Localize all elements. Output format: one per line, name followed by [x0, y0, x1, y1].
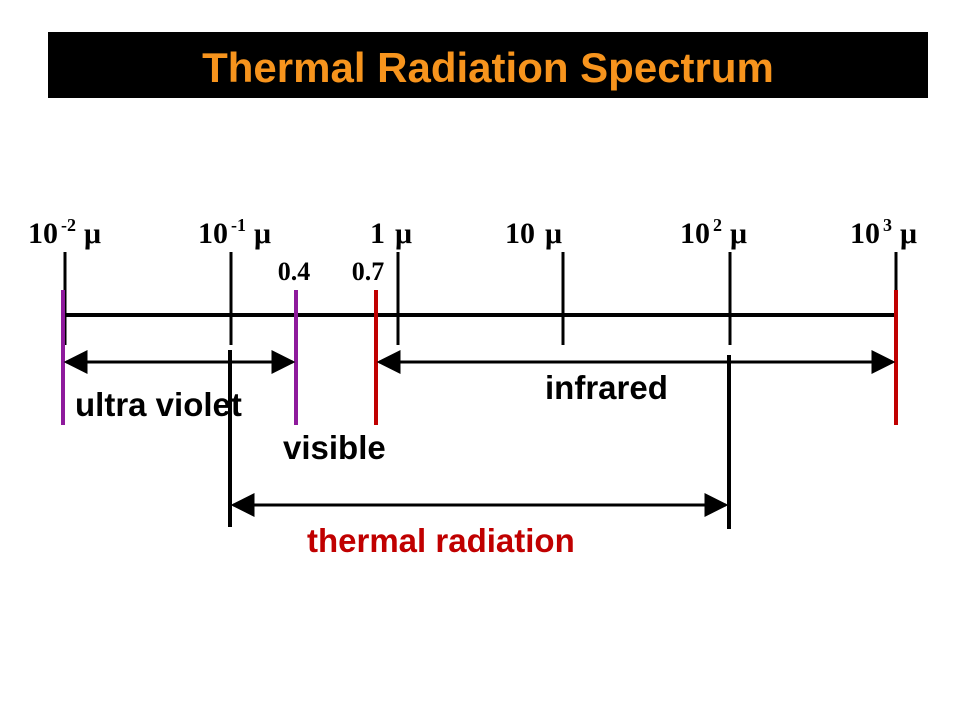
- tick-base: 10: [505, 217, 535, 250]
- tick-label: 10 -1 μ: [198, 215, 271, 250]
- tick-label: 10 -2 μ: [28, 215, 101, 250]
- tick-exponent: -1: [231, 215, 246, 235]
- tick-unit: μ: [730, 217, 747, 250]
- region-label: visible: [283, 429, 386, 466]
- tick-base: 1: [370, 217, 385, 250]
- tick-unit: μ: [84, 217, 101, 250]
- tick-base: 10: [850, 217, 880, 250]
- tick-base: 10: [198, 217, 228, 250]
- tick-base: 10: [28, 217, 58, 250]
- tick-label: 10 2 μ: [680, 215, 747, 250]
- tick-unit: μ: [545, 217, 562, 250]
- ticks: 10 -2 μ 10 -1 μ 1 μ 10 μ 10 2 μ 10 3 μ: [28, 215, 917, 345]
- tick-base: 10: [680, 217, 710, 250]
- region-label: ultra violet: [75, 386, 242, 423]
- region-label: infrared: [545, 369, 668, 406]
- title: Thermal Radiation Spectrum: [202, 44, 774, 91]
- tick-label: 10 3 μ: [850, 215, 917, 250]
- marker-label: 0.4: [278, 257, 311, 286]
- tick-unit: μ: [900, 217, 917, 250]
- tick-exponent: 3: [883, 215, 892, 235]
- marker-label: 0.7: [352, 257, 385, 286]
- tick-unit: μ: [254, 217, 271, 250]
- tick-label: 10 μ: [505, 217, 562, 250]
- region-label: thermal radiation: [307, 522, 575, 559]
- title-bar: [48, 32, 928, 98]
- tick-exponent: 2: [713, 215, 722, 235]
- tick-exponent: -2: [61, 215, 76, 235]
- tick-unit: μ: [395, 217, 412, 250]
